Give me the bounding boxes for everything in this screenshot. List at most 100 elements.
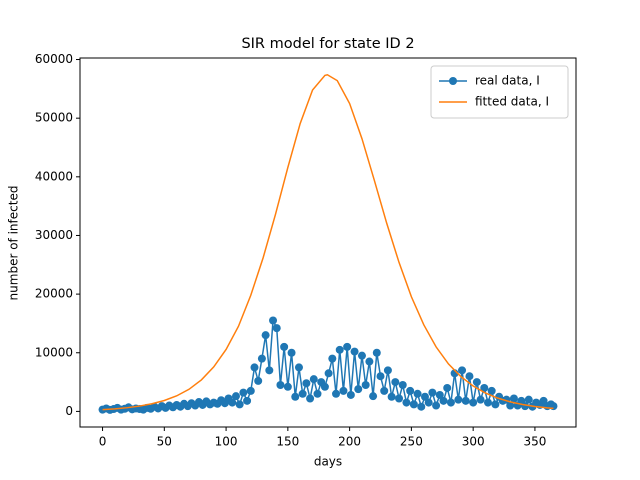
data-point [483,398,492,407]
data-point [472,378,481,387]
legend-label: fitted data, I [475,95,549,109]
data-point [339,386,348,395]
data-point [509,394,518,403]
data-point [487,386,496,395]
x-tick-label: 100 [215,435,238,449]
data-point [261,331,270,340]
data-point [391,378,400,387]
data-point [228,398,237,407]
data-point [443,383,452,392]
y-tick-label: 10000 [35,345,73,359]
data-point [287,348,296,357]
data-point [524,395,533,404]
data-point [328,354,337,363]
data-point [272,324,281,333]
data-point [380,386,389,395]
data-point [346,390,355,399]
data-point [298,389,307,398]
data-point [387,392,396,401]
data-point [417,402,426,411]
y-tick-label: 0 [65,404,73,418]
y-axis-label: number of infected [7,186,21,301]
data-point [276,381,285,390]
data-point [335,345,344,354]
data-point [332,389,341,398]
plot-area [98,73,558,414]
x-tick-label: 0 [99,435,107,449]
data-point [365,357,374,366]
data-point [257,354,266,363]
y-tick-label: 30000 [35,228,73,242]
x-tick-label: 300 [462,435,485,449]
data-point [424,398,433,407]
data-point [461,396,470,405]
data-point [439,396,448,405]
data-point [302,379,311,388]
y-tick-label: 50000 [35,111,73,125]
data-point [320,382,329,391]
data-point [294,363,303,372]
data-point [413,389,422,398]
series-line [102,73,554,411]
data-point [231,392,240,401]
x-tick-label: 350 [523,435,546,449]
data-point [269,316,278,325]
x-axis-label: days [314,455,342,469]
data-point [491,400,500,409]
data-point [458,366,467,375]
data-point [428,388,437,397]
x-tick-label: 200 [338,435,361,449]
data-point [465,372,474,381]
data-point [506,401,515,410]
data-point [313,389,322,398]
data-point [446,398,455,407]
y-tick-label: 60000 [35,52,73,66]
y-tick-label: 40000 [35,169,73,183]
data-point [343,342,352,351]
data-point [409,400,418,409]
chart-title: SIR model for state ID 2 [241,36,414,52]
data-point [372,348,381,357]
x-tick-label: 250 [400,435,423,449]
plot-frame [79,57,577,428]
data-point [361,381,370,390]
y-tick-label: 20000 [35,287,73,301]
data-point [254,376,263,385]
data-point [354,385,363,394]
data-point [324,369,333,378]
data-point [435,390,444,399]
data-point [376,372,385,381]
data-point [235,400,244,409]
data-point [398,381,407,390]
legend-label: real data, I [475,74,540,88]
data-point [265,366,274,375]
data-point [395,394,404,403]
data-point [469,398,478,407]
legend-marker [449,77,457,85]
data-point [306,394,315,403]
data-point [369,392,378,401]
data-point [357,351,366,360]
data-point [549,402,558,411]
data-point [309,375,318,384]
data-point [243,396,252,405]
data-point [420,392,429,401]
x-tick-label: 50 [157,435,172,449]
data-point [283,382,292,391]
data-point [476,395,485,404]
data-point [406,386,415,395]
x-tick-label: 150 [276,435,299,449]
data-point [480,383,489,392]
data-point [402,398,411,407]
data-point [291,392,300,401]
data-point [246,386,255,395]
data-point [350,347,359,356]
data-point [250,363,259,372]
data-point [383,366,392,375]
legend-box [430,65,569,119]
data-point [239,388,248,397]
data-point [280,342,289,351]
data-point [432,401,441,410]
data-point [454,395,463,404]
